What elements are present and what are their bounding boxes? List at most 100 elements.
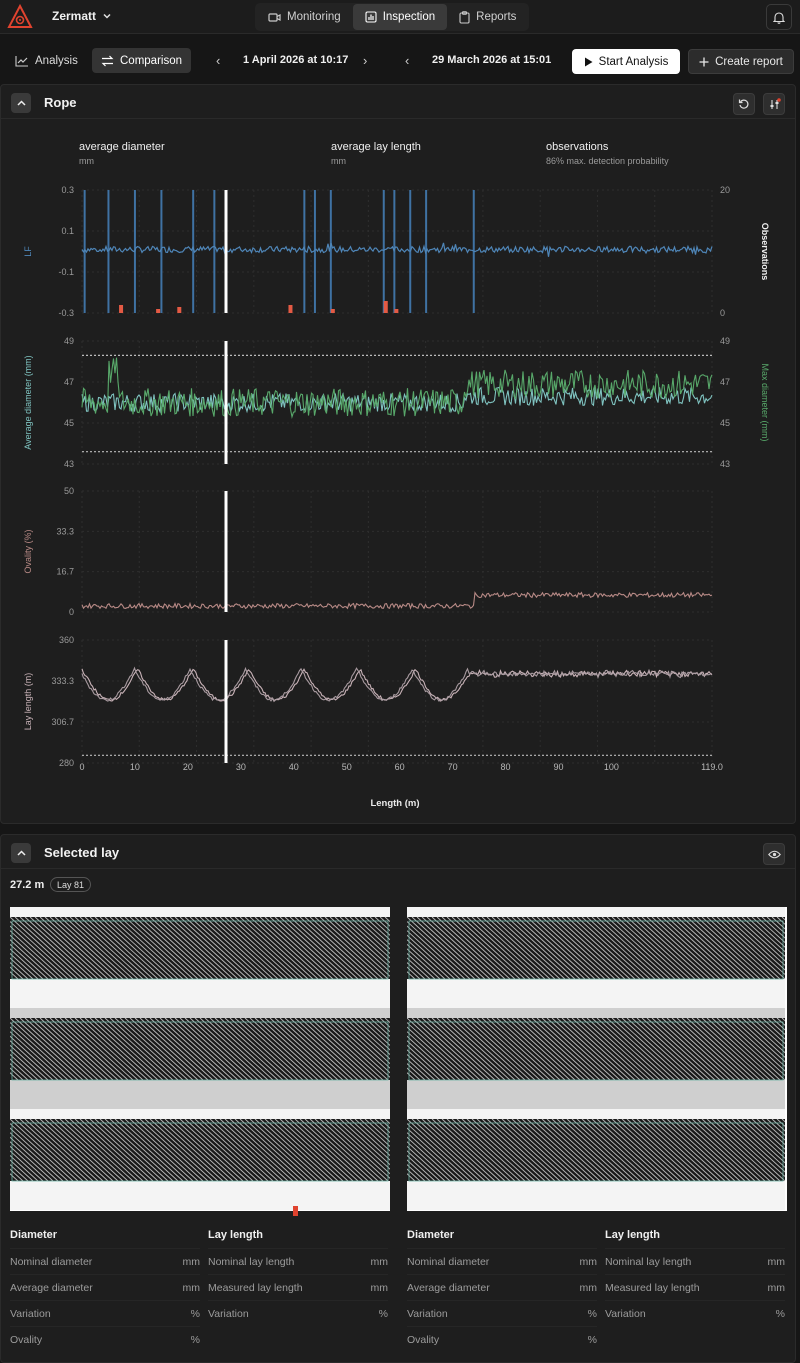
wire-strand	[426, 916, 496, 980]
wire-strand	[496, 1017, 566, 1081]
rope-scan-band	[407, 907, 787, 1008]
wire-strand	[149, 1118, 219, 1182]
wire-strand	[471, 916, 541, 980]
prev-date-b-icon[interactable]: ‹	[405, 53, 410, 68]
wire-strand	[159, 1118, 229, 1182]
wire-strand	[701, 916, 771, 980]
collapse-selected-lay-button[interactable]	[11, 843, 31, 863]
wire-strand	[496, 1118, 566, 1182]
wire-strand	[229, 916, 299, 980]
wire-strand	[407, 1067, 421, 1081]
collapse-rope-button[interactable]	[11, 93, 31, 113]
y-tick-label: 333.3	[51, 676, 74, 686]
wire-strand	[84, 1118, 154, 1182]
wire-strand	[571, 1017, 641, 1081]
visibility-button[interactable]	[763, 843, 785, 865]
wire-strand	[651, 1017, 721, 1081]
wire-strand	[279, 1017, 349, 1081]
reset-button[interactable]	[733, 93, 755, 115]
wire-strand	[756, 1017, 787, 1046]
wire-strand	[666, 1118, 736, 1182]
wire-strand	[606, 1118, 676, 1182]
wire-strand	[10, 966, 24, 980]
comparison-button[interactable]: Comparison	[92, 48, 191, 73]
wire-strand	[249, 1017, 319, 1081]
wire-strand	[269, 1118, 339, 1182]
wire-strand	[44, 1017, 114, 1081]
wire-strand	[254, 916, 324, 980]
rope-scan-band	[407, 1008, 787, 1109]
tab-inspection[interactable]: Inspection	[352, 4, 448, 30]
wire-strand	[194, 1017, 264, 1081]
app-logo[interactable]	[6, 3, 34, 31]
site-selector[interactable]: Zermatt	[52, 9, 112, 23]
wire-strand	[746, 916, 787, 955]
wire-strand	[486, 916, 556, 980]
wire-strand	[511, 1118, 581, 1182]
wire-strand	[407, 1154, 436, 1182]
wire-strand	[566, 1118, 636, 1182]
analysis-button[interactable]: Analysis	[6, 48, 87, 73]
wire-strand	[89, 1118, 159, 1182]
wire-strand	[10, 1044, 49, 1081]
wire-strand	[731, 1118, 787, 1170]
wire-strand	[716, 1017, 786, 1081]
wire-strand	[109, 1017, 179, 1081]
wire-strand	[334, 1017, 390, 1069]
wire-strand	[651, 1118, 721, 1182]
wire-strand	[209, 916, 279, 980]
create-report-button[interactable]: Create report	[688, 49, 794, 74]
wire-strand	[329, 916, 390, 973]
wire-strand	[114, 1017, 184, 1081]
wire-strand	[74, 916, 144, 980]
wire-strand	[741, 916, 787, 959]
wire-strand	[407, 1136, 456, 1182]
rope-panel-header: Rope	[1, 85, 795, 119]
wire-strand	[686, 916, 756, 980]
y2-tick-label: 0	[720, 308, 725, 318]
wire-strand	[129, 916, 199, 980]
wire-strand	[441, 1017, 511, 1081]
wire-strand	[416, 1118, 486, 1182]
wire-strand	[339, 1118, 390, 1166]
wire-strand	[671, 916, 741, 980]
prev-date-a-icon[interactable]: ‹	[216, 53, 221, 68]
wire-strand	[407, 939, 451, 980]
tab-reports[interactable]: Reports	[447, 4, 528, 30]
wire-strand	[124, 1118, 194, 1182]
notifications-button[interactable]	[766, 4, 792, 30]
wire-strand	[746, 1017, 787, 1056]
wire-strand	[471, 1118, 541, 1182]
wire-strand	[481, 1017, 551, 1081]
plus-icon	[699, 57, 709, 66]
wire-strand	[19, 1118, 89, 1182]
wire-strand	[771, 1017, 787, 1033]
wire-strand	[407, 916, 476, 980]
wire-strand	[436, 916, 506, 980]
wire-strand	[264, 1118, 334, 1182]
wire-strand	[716, 916, 786, 980]
series-diameter-1	[81, 357, 713, 419]
filter-settings-button[interactable]	[763, 93, 785, 115]
wire-strand	[776, 1118, 787, 1129]
wire-strand	[244, 916, 314, 980]
wire-strand	[431, 1017, 501, 1081]
wire-strand	[407, 934, 456, 980]
wire-strand	[581, 916, 651, 980]
wire-strand	[49, 1118, 119, 1182]
wire-strand	[244, 1017, 314, 1081]
main-nav: Monitoring Inspection Reports	[255, 3, 530, 31]
wire-strand	[54, 916, 124, 980]
wire-strand	[10, 971, 19, 980]
rope-image-a	[10, 907, 390, 1211]
wire-strand	[109, 916, 179, 980]
next-date-a-icon[interactable]: ›	[363, 53, 368, 68]
wire-strand	[144, 916, 214, 980]
wire-strand	[526, 916, 596, 980]
y-tick-label: -0.3	[58, 308, 74, 318]
start-analysis-button[interactable]: Start Analysis	[572, 49, 680, 74]
tab-monitoring[interactable]: Monitoring	[256, 4, 353, 30]
wire-strand	[766, 1118, 787, 1138]
wire-strand	[521, 1118, 591, 1182]
